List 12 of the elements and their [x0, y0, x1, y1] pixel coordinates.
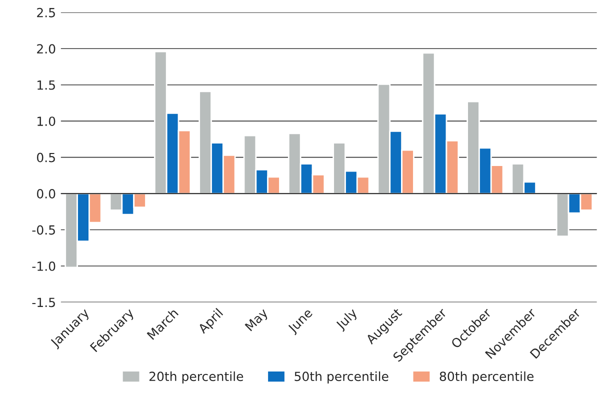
legend-label: 20th percentile	[149, 371, 244, 384]
y-tick-label: 2.0	[37, 44, 56, 54]
y-tick-label: 0.5	[36, 152, 55, 162]
y-tick-label: 1.0	[38, 116, 56, 126]
y-tick-label: -1.0	[32, 261, 56, 271]
legend-label: 80th percentile	[440, 371, 534, 384]
y-tick-label: 1.5	[38, 80, 55, 90]
y-tick-label: -0.5	[32, 225, 55, 235]
y-tick-label: 0.0	[36, 189, 56, 198]
y-tick-label: 2.5	[37, 8, 55, 18]
y-tick-label: -1.5	[32, 298, 55, 308]
legend-label: 50th percentile	[294, 371, 388, 384]
